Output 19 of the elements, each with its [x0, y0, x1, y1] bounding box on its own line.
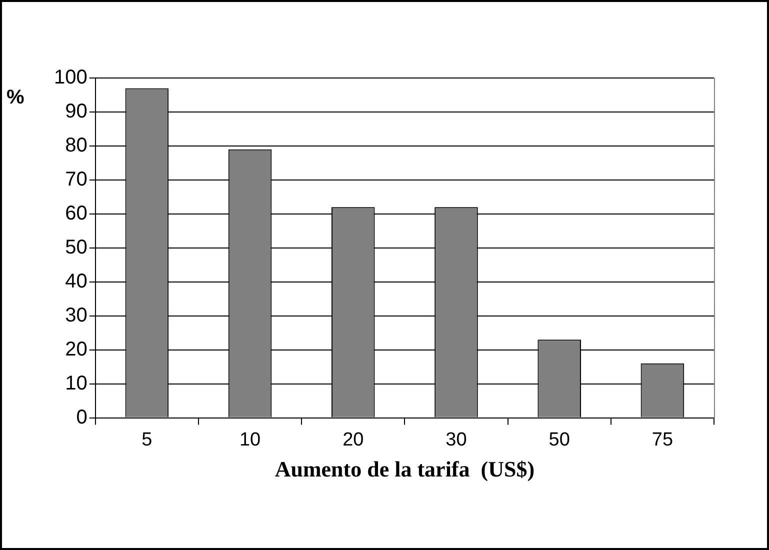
y-tick-label: 60	[65, 202, 88, 224]
x-tick-label: 5	[142, 429, 152, 450]
y-tick-label: 80	[65, 134, 88, 156]
x-tick-label: 75	[652, 429, 674, 450]
x-axis-title: Aumento de la tarifa (US$)	[274, 456, 535, 482]
y-axis-title: %	[6, 86, 24, 109]
y-tick-label: 20	[65, 338, 88, 360]
y-tick-label: 90	[65, 100, 88, 122]
y-tick-label: 0	[76, 406, 88, 428]
x-tick-label: 50	[548, 429, 570, 450]
y-tick-label: 10	[65, 372, 88, 394]
y-tick-label: 100	[54, 66, 88, 89]
y-tick-label: 30	[65, 304, 88, 326]
x-tick-label: 10	[239, 429, 261, 450]
y-tick-label: 40	[65, 270, 88, 292]
x-tick-label: 20	[342, 429, 364, 450]
y-tick-label: 70	[65, 168, 88, 190]
x-tick-label: 30	[446, 429, 467, 450]
y-tick-label: 50	[65, 236, 88, 258]
